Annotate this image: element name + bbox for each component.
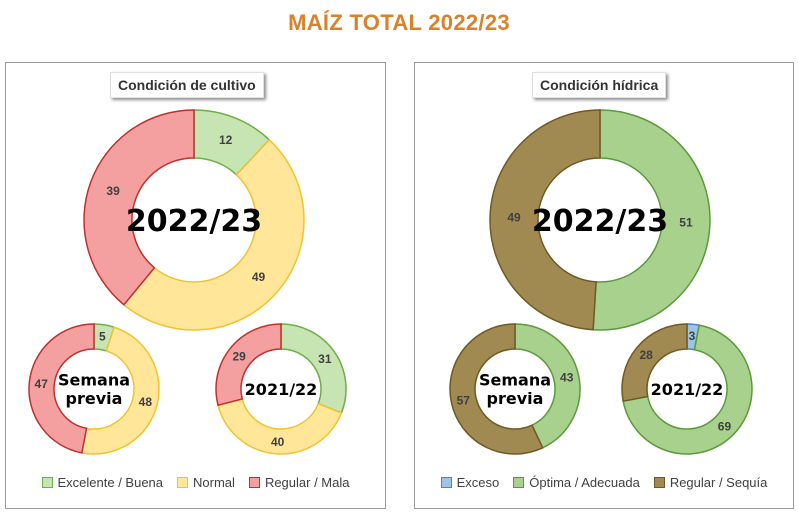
donut-slice (83, 109, 195, 306)
legend: Excelente / Buena Normal Regular / Mala (6, 475, 385, 490)
slice-value-label: 31 (318, 352, 332, 366)
legend-swatch (513, 477, 525, 488)
donut-slice (280, 323, 347, 414)
donut-slice (622, 324, 753, 455)
donut-slice (217, 398, 343, 455)
panel-condicion-cultivo: 12 49 39 2022/23 5 48 47 Semana previa 31 40 29 2021… (5, 62, 386, 509)
donut-slice (592, 109, 711, 331)
legend-label: Normal (193, 475, 235, 490)
panel-condicion-hidrica: -51492022/23-4357Semanaprevia369282021/2… (414, 62, 794, 509)
legend-label: Regular / Sequía (669, 475, 768, 490)
donut-center-label: Semana (479, 371, 551, 390)
legend-label: Óptima / Adecuada (529, 475, 640, 490)
legend-item: Normal (177, 475, 235, 490)
slice-value-label: 28 (639, 348, 653, 362)
legend-item: Regular / Sequía (653, 475, 768, 490)
legend-label: Exceso (456, 475, 500, 490)
slice-value-label: 43 (560, 370, 574, 384)
legend: Exceso Óptima / Adecuada Regular / Sequía (415, 475, 793, 490)
donut-slice (621, 323, 688, 403)
legend-swatch (440, 477, 452, 488)
slice-value-label: 29 (232, 350, 246, 364)
legend-item: Óptima / Adecuada (513, 475, 640, 490)
slice-value-label: 69 (718, 419, 732, 433)
legend-item: Excelente / Buena (41, 475, 164, 490)
donut-chart: 12 49 39 2022/23 (83, 109, 305, 331)
panel-subtitle: Condición de cultivo (110, 72, 264, 98)
legend-swatch (177, 477, 189, 488)
donut-center-label: 2021/22 (651, 380, 724, 399)
legend-label: Excelente / Buena (57, 475, 164, 490)
slice-value-label: 3 (689, 329, 696, 343)
donut-slice (80, 326, 160, 455)
donut-center-label: previa (487, 389, 544, 408)
donut-slice (489, 109, 601, 331)
slice-value-label: 57 (457, 394, 471, 408)
legend-swatch (653, 477, 665, 488)
legend-label: Regular / Mala (264, 475, 350, 490)
donut-center-label: 2022/23 (126, 204, 262, 239)
legend-item: Regular / Mala (248, 475, 350, 490)
donut-slice (449, 323, 544, 455)
legend-item: Exceso (440, 475, 500, 490)
slice-value-label: 48 (139, 395, 153, 409)
slice-value-label: 40 (271, 435, 285, 449)
legend-swatch (41, 477, 53, 488)
donut-center-label: 2022/23 (532, 204, 668, 239)
donut-slice (514, 323, 581, 449)
legend-swatch (248, 477, 260, 488)
panel-subtitle: Condición hídrica (532, 72, 667, 98)
slice-value-label: 49 (252, 270, 266, 284)
slice-value-label: 49 (507, 210, 521, 224)
donut-slice (215, 323, 282, 407)
donut-center-label: previa (66, 389, 123, 408)
slice-value-label: 12 (219, 133, 233, 147)
donut-center-label: Semana (58, 371, 130, 390)
donut-chart: 3 69 28 2021/22 (621, 323, 753, 455)
slice-value-label: 51 (679, 216, 693, 230)
slice-value-label: 39 (106, 184, 120, 198)
slice-value-label: 5 (99, 330, 106, 344)
donut-chart: 31 40 29 2021/22 (215, 323, 347, 455)
main-title: MAÍZ TOTAL 2022/23 (288, 10, 510, 35)
donut-slice (122, 138, 305, 331)
donut-center-label: 2021/22 (245, 380, 318, 399)
donut-charts-condicion-hidrica: -51492022/23-4357Semanaprevia369282021/2… (449, 109, 753, 455)
donut-slice (28, 323, 95, 454)
slice-value-label: 47 (35, 377, 49, 391)
